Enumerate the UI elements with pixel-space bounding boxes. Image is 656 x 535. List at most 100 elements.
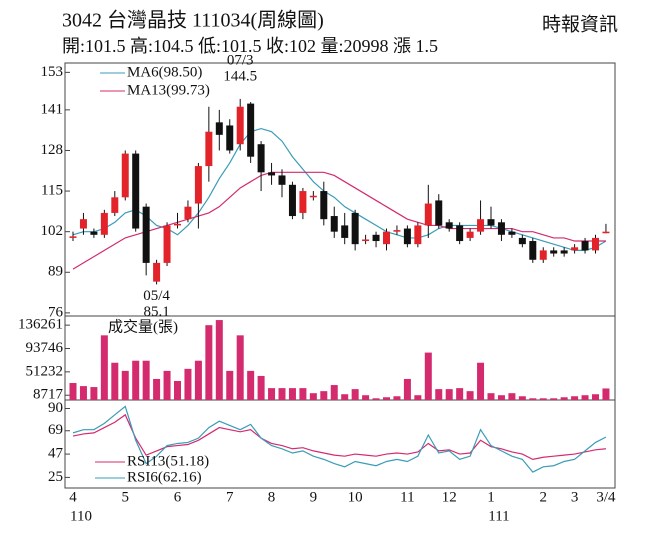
- y-tick-label: 153: [41, 64, 64, 80]
- frame: [64, 62, 616, 489]
- volume-bar: [90, 387, 98, 400]
- candle-body: [299, 191, 307, 213]
- candle-body: [372, 234, 380, 242]
- volume-bar: [445, 389, 453, 400]
- candle-body: [497, 222, 505, 235]
- volume-bar: [466, 391, 474, 400]
- candle-body: [205, 131, 213, 167]
- legend-label: MA6(98.50): [127, 64, 202, 80]
- line: [72, 171, 606, 270]
- y-tick-label: 47: [48, 446, 64, 462]
- candle-body: [236, 106, 244, 145]
- volume-bar: [153, 378, 161, 400]
- y-tick-label: 76: [48, 304, 64, 320]
- y-tick-label: 115: [41, 182, 63, 198]
- candle-body: [445, 222, 453, 229]
- legend-label: MA13(99.73): [127, 82, 210, 98]
- candle-body: [257, 144, 265, 173]
- candle-body: [456, 225, 464, 242]
- volume-bar: [592, 394, 599, 400]
- volume-bar: [184, 368, 192, 400]
- candle-body: [184, 206, 192, 220]
- candle-body: [487, 219, 495, 226]
- candle-body: [403, 228, 411, 245]
- candle-body: [100, 212, 108, 235]
- candle-body: [550, 250, 558, 254]
- candle-body: [278, 175, 286, 185]
- quote: 開:101.5 高:104.5 低:101.5 收:102 量:20998 漲 …: [62, 36, 438, 56]
- candle-body: [393, 230, 401, 232]
- annotation-value: 85.1: [143, 304, 169, 320]
- candle-body: [477, 219, 485, 232]
- volume-bar: [194, 360, 202, 400]
- candle-body: [466, 231, 474, 238]
- volume-bar: [403, 378, 411, 400]
- candle-body: [592, 237, 599, 251]
- candle-body: [341, 225, 349, 238]
- volume-bar: [497, 395, 505, 400]
- x-tick-label: 7: [226, 489, 234, 505]
- volume-bar: [351, 389, 359, 400]
- x-year-label: 111: [488, 508, 509, 524]
- candle-body: [247, 103, 255, 157]
- volume-bar: [383, 397, 390, 400]
- candle-body: [571, 247, 579, 251]
- candle-body: [121, 153, 129, 198]
- candle-body: [508, 231, 516, 235]
- x-tick-label: 8: [268, 489, 276, 505]
- volume-bar: [393, 396, 401, 400]
- volume-bar: [487, 393, 495, 400]
- candle-body: [435, 200, 443, 226]
- y-tick-label: 141: [41, 101, 64, 117]
- legend-label: RSI6(62.16): [127, 469, 202, 485]
- candle-body: [424, 203, 432, 226]
- y-tick-label: 128: [41, 142, 64, 158]
- annotation-value: 144.5: [223, 68, 257, 84]
- candle-body: [288, 184, 296, 217]
- volume-bar: [539, 398, 547, 400]
- volume-bar: [362, 395, 370, 400]
- volume-bar: [414, 395, 422, 400]
- candle-body: [351, 212, 359, 245]
- volume-bar: [226, 370, 234, 400]
- candle-body: [539, 250, 547, 260]
- y-tick-label: 8717: [33, 387, 64, 403]
- candle-body: [268, 172, 276, 176]
- x-tick-label: 12: [442, 489, 457, 505]
- volume-bar: [174, 380, 181, 400]
- candle-body: [330, 216, 338, 232]
- x-tick-label: 3: [571, 489, 579, 505]
- line: [72, 413, 607, 461]
- candle-body: [153, 262, 161, 282]
- volume-bar: [560, 397, 568, 400]
- y-tick-label: 102: [41, 223, 64, 239]
- volume-bar: [163, 370, 171, 400]
- volume-bar: [299, 388, 307, 400]
- volume-bar: [320, 391, 328, 400]
- volume-bar: [341, 394, 349, 400]
- panel-title: 成交量(張): [108, 317, 178, 335]
- candle-body: [142, 206, 150, 263]
- volume-bar: [330, 385, 338, 400]
- volume-bar: [69, 383, 77, 400]
- volume-bar: [132, 360, 140, 400]
- volume-bar: [100, 335, 108, 400]
- volume-bar: [121, 370, 129, 400]
- x-tick-label: 5: [122, 489, 130, 505]
- chart-title: 3042 台灣晶技 111034(周線圖): [62, 9, 324, 32]
- candle-body: [132, 153, 140, 229]
- volume-bar: [508, 393, 516, 400]
- volume-bar: [278, 388, 286, 400]
- x-tick-label: 4: [69, 489, 77, 505]
- candle-body: [69, 236, 77, 238]
- y-tick-label: 136261: [18, 317, 63, 333]
- volume-bar: [236, 335, 244, 400]
- volume-bar: [215, 320, 223, 400]
- volume-bar: [288, 388, 296, 400]
- candle-body: [602, 231, 610, 234]
- candle-body: [90, 231, 98, 235]
- volume-bar: [456, 388, 464, 400]
- annotation-date: 07/3: [227, 52, 254, 68]
- volume-bar: [142, 360, 150, 400]
